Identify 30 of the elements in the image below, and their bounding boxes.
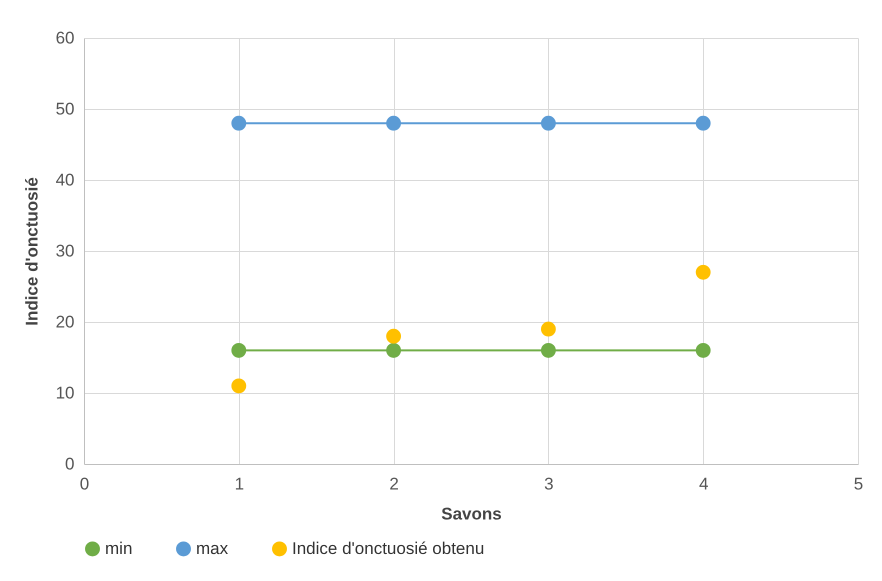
x-tick-label: 4 [698,474,708,494]
point [386,328,402,344]
point [231,378,246,394]
point [386,116,402,131]
point [231,116,246,131]
x-axis-title: Savons [441,504,502,524]
y-tick-label: 40 [56,170,74,190]
y-axis-title: Indice d'onctuosié [22,177,42,326]
y-tick-label: 0 [65,454,74,474]
point [696,264,711,280]
point [540,343,556,358]
point [231,343,246,358]
x-tick-label: 5 [854,474,864,494]
point [540,116,556,131]
point [696,343,711,358]
y-tick-label: 50 [56,100,74,118]
point [386,343,402,358]
x-tick-label: 0 [80,474,90,494]
point [540,322,556,336]
y-tick-label: 10 [56,384,74,402]
legend-label: Indice d'onctuosié obtenu [292,538,484,558]
legend-label: max [196,538,229,558]
y-tick-label: 20 [56,312,74,332]
y-tick-label: 30 [56,242,74,260]
point [696,116,711,131]
x-tick-label: 2 [389,474,399,494]
legend-label: min [105,538,132,558]
y-tick-label: 60 [56,28,74,48]
x-tick-label: 1 [234,474,244,494]
x-tick-label: 3 [544,474,554,494]
